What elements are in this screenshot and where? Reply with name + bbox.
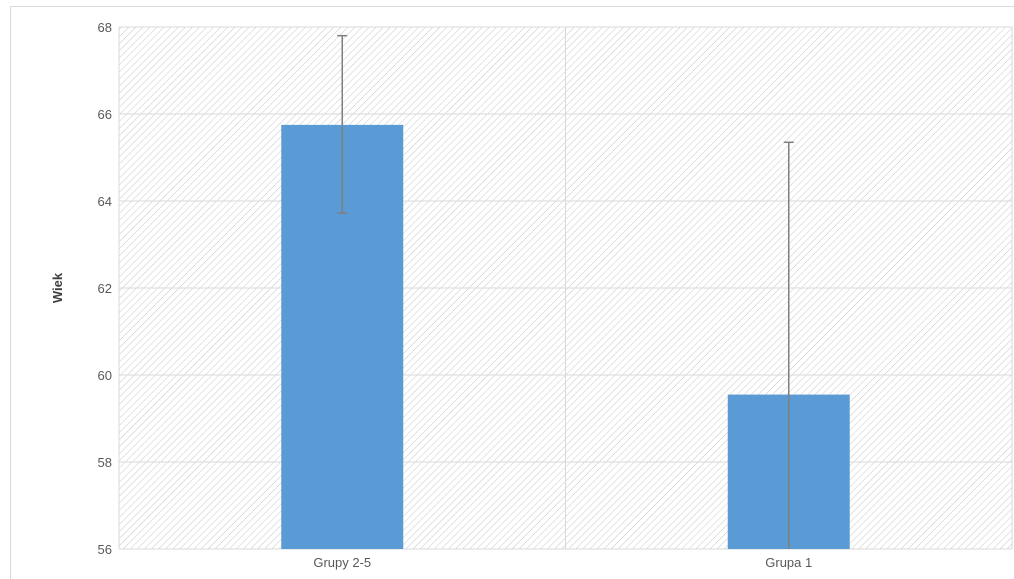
y-tick-label: 68 [98, 20, 112, 35]
y-tick-label: 62 [98, 281, 112, 296]
y-tick-label: 56 [98, 542, 112, 557]
error-bars [337, 34, 794, 549]
x-tick-label: Grupy 2-5 [313, 555, 371, 570]
y-tick-label: 64 [98, 194, 112, 209]
y-tick-label: 58 [98, 455, 112, 470]
y-tick-label: 60 [98, 368, 112, 383]
chart-frame [10, 6, 1014, 579]
y-axis-title: Wiek [50, 272, 65, 303]
tick-labels: 56 58 60 62 64 66 68 Grupy 2-5 Grupa 1 [98, 20, 813, 570]
y-tick-label: 66 [98, 107, 112, 122]
x-tick-label: Grupa 1 [765, 555, 812, 570]
gridlines [118, 26, 1013, 550]
